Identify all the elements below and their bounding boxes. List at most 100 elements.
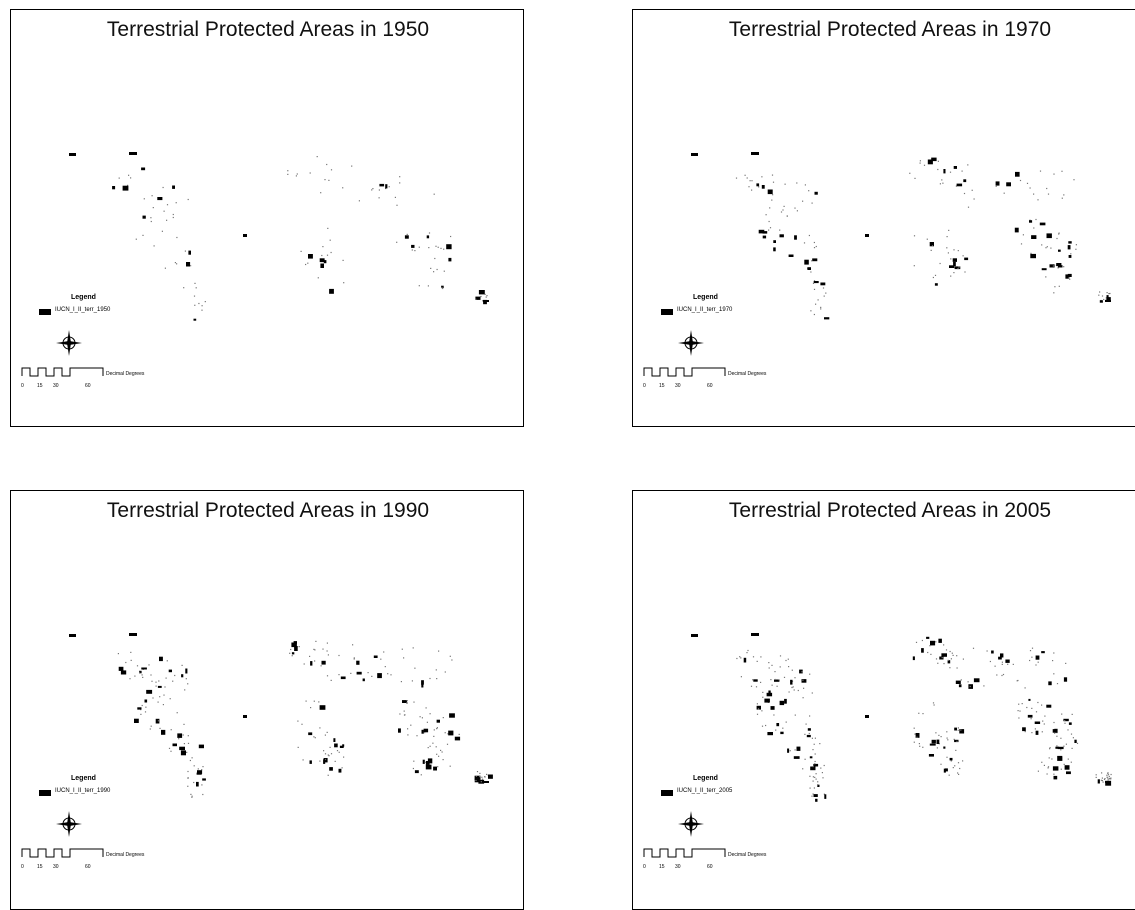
protected-area-mark — [1005, 659, 1010, 663]
protected-area-mark — [1052, 265, 1054, 267]
protected-area-mark — [318, 701, 320, 703]
protected-area-mark — [159, 656, 163, 662]
protected-area-mark — [823, 793, 825, 795]
protected-area-mark — [784, 698, 787, 704]
protected-area-mark — [919, 162, 921, 164]
protected-area-mark — [387, 673, 389, 675]
protected-area-mark — [780, 731, 784, 735]
protected-area-mark — [926, 238, 928, 240]
protected-area-mark — [1098, 294, 1100, 296]
protected-area-mark — [436, 753, 438, 755]
protected-area-mark — [1054, 286, 1056, 288]
protected-area-mark — [960, 679, 962, 681]
protected-area-mark — [177, 733, 183, 738]
protected-area-mark — [1101, 777, 1103, 779]
protected-area-mark — [815, 303, 817, 305]
protected-area-mark — [122, 185, 129, 191]
protected-area-mark — [1019, 710, 1021, 712]
protected-area-mark — [1048, 681, 1052, 686]
protected-area-mark — [813, 794, 818, 797]
protected-area-mark — [820, 767, 822, 769]
protected-area-mark — [1107, 772, 1109, 774]
protected-area-mark — [179, 746, 185, 751]
protected-area-mark — [1044, 715, 1046, 717]
protected-area-mark — [454, 736, 461, 741]
protected-area-mark — [949, 171, 952, 173]
protected-area-mark — [749, 180, 751, 182]
protected-area-mark — [813, 787, 815, 789]
protected-area-mark — [313, 736, 315, 738]
protected-area-mark — [196, 781, 199, 787]
protected-area-mark — [957, 727, 959, 729]
protected-area-mark — [421, 680, 424, 685]
protected-area-mark — [947, 660, 951, 664]
protected-area-mark — [1034, 721, 1041, 724]
protected-area-mark — [69, 153, 76, 156]
protected-area-mark — [162, 186, 164, 189]
protected-area-mark — [923, 164, 926, 166]
protected-area-mark — [419, 716, 421, 718]
protected-area-mark — [1107, 777, 1109, 779]
protected-area-mark — [1099, 291, 1101, 293]
protected-area-mark — [481, 778, 484, 780]
protected-area-mark — [314, 660, 316, 662]
protected-area-mark — [762, 696, 764, 698]
protected-area-mark — [448, 257, 452, 262]
protected-area-mark — [475, 779, 477, 782]
protected-area-mark — [484, 293, 486, 295]
protected-area-mark — [996, 674, 998, 676]
protected-area-mark — [168, 747, 171, 749]
protected-area-mark — [172, 185, 175, 189]
protected-area-mark — [1030, 718, 1032, 720]
protected-area-mark — [356, 660, 360, 665]
protected-area-mark — [155, 685, 157, 687]
protected-area-mark — [169, 698, 171, 700]
protected-area-mark — [193, 295, 196, 297]
protected-area-mark — [385, 187, 387, 190]
protected-area-mark — [324, 734, 326, 736]
protected-area-mark — [765, 214, 767, 216]
protected-area-mark — [1104, 778, 1106, 780]
protected-area-mark — [342, 259, 344, 261]
protected-area-mark — [946, 247, 948, 249]
protected-area-mark — [779, 700, 785, 706]
protected-area-mark — [952, 767, 954, 769]
protected-area-mark — [1052, 729, 1056, 733]
protected-area-mark — [758, 186, 760, 188]
protected-area-mark — [1101, 780, 1103, 782]
protected-area-mark — [947, 739, 949, 741]
protected-area-mark — [326, 675, 329, 677]
north-arrow-icon — [678, 811, 704, 837]
protected-area-mark — [320, 665, 322, 667]
protected-area-mark — [187, 742, 190, 744]
protected-area-mark — [338, 674, 340, 676]
protected-area-mark — [1106, 297, 1111, 302]
protected-area-mark — [310, 707, 312, 709]
protected-area-mark — [819, 743, 821, 745]
protected-area-mark — [748, 186, 750, 188]
protected-area-mark — [172, 743, 177, 747]
protected-area-mark — [813, 763, 819, 767]
protected-area-mark — [1001, 661, 1003, 663]
protected-area-mark — [482, 300, 484, 302]
protected-area-mark — [1106, 774, 1108, 776]
legend-swatch — [661, 790, 673, 796]
protected-area-mark — [794, 207, 796, 209]
protected-area-mark — [399, 176, 401, 178]
protected-area-mark — [403, 657, 405, 659]
protected-area-mark — [1067, 245, 1071, 250]
protected-area-mark — [1058, 232, 1060, 234]
protected-area-mark — [959, 729, 965, 734]
protected-area-mark — [779, 234, 784, 238]
protected-area-mark — [953, 261, 956, 267]
protected-area-mark — [796, 182, 798, 184]
protected-area-mark — [474, 775, 481, 780]
protected-area-mark — [188, 250, 191, 255]
protected-area-mark — [333, 738, 336, 742]
protected-area-mark — [914, 733, 916, 735]
protected-area-mark — [773, 247, 776, 252]
scale-tick-label: 0 — [21, 383, 24, 389]
protected-area-mark — [1053, 652, 1055, 654]
protected-area-mark — [808, 732, 810, 735]
protected-area-mark — [808, 190, 810, 192]
